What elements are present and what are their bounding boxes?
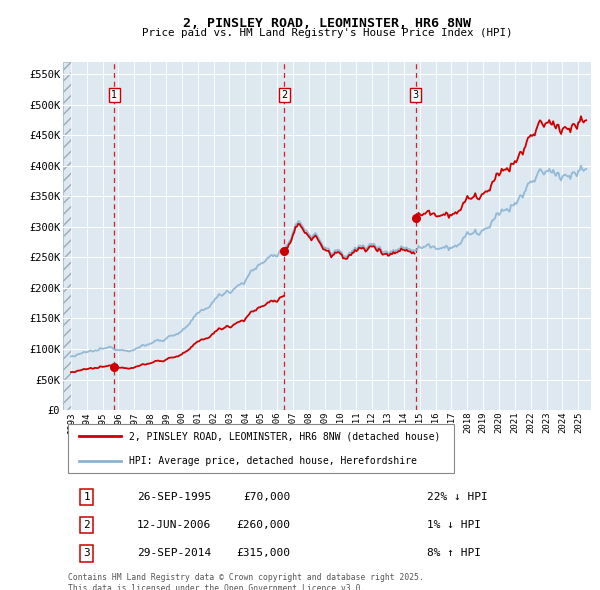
- Text: 2, PINSLEY ROAD, LEOMINSTER, HR6 8NW (detached house): 2, PINSLEY ROAD, LEOMINSTER, HR6 8NW (de…: [129, 431, 440, 441]
- Text: HPI: Average price, detached house, Herefordshire: HPI: Average price, detached house, Here…: [129, 455, 417, 466]
- Text: 2, PINSLEY ROAD, LEOMINSTER, HR6 8NW: 2, PINSLEY ROAD, LEOMINSTER, HR6 8NW: [183, 17, 471, 30]
- Text: 29-SEP-2014: 29-SEP-2014: [137, 549, 211, 558]
- Text: 1: 1: [83, 492, 90, 502]
- Text: Price paid vs. HM Land Registry's House Price Index (HPI): Price paid vs. HM Land Registry's House …: [142, 28, 512, 38]
- Text: 12-JUN-2006: 12-JUN-2006: [137, 520, 211, 530]
- Text: 3: 3: [413, 90, 419, 100]
- Text: Contains HM Land Registry data © Crown copyright and database right 2025.
This d: Contains HM Land Registry data © Crown c…: [68, 573, 424, 590]
- Text: 2: 2: [281, 90, 287, 100]
- Text: 8% ↑ HPI: 8% ↑ HPI: [427, 549, 481, 558]
- Text: £260,000: £260,000: [236, 520, 290, 530]
- Text: 1% ↓ HPI: 1% ↓ HPI: [427, 520, 481, 530]
- Text: 1: 1: [111, 90, 117, 100]
- Text: 22% ↓ HPI: 22% ↓ HPI: [427, 492, 488, 502]
- Bar: [63, 62, 71, 410]
- Text: £70,000: £70,000: [243, 492, 290, 502]
- Text: 2: 2: [83, 520, 90, 530]
- Text: 26-SEP-1995: 26-SEP-1995: [137, 492, 211, 502]
- Text: 3: 3: [83, 549, 90, 558]
- Text: £315,000: £315,000: [236, 549, 290, 558]
- FancyBboxPatch shape: [68, 424, 454, 473]
